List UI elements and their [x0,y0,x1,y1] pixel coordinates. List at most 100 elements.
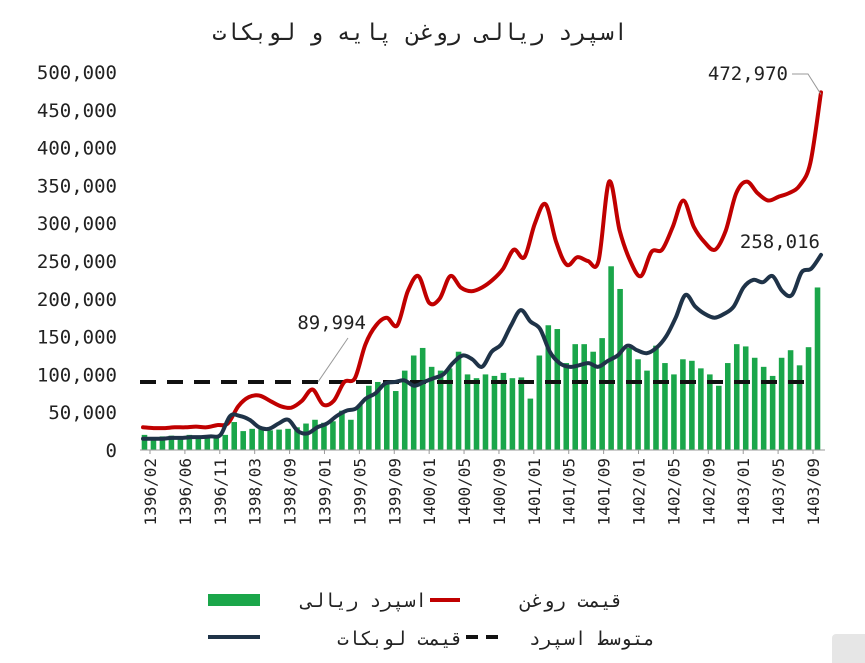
spread-bar [267,430,273,450]
spread-bar [410,355,417,450]
spread-bar [617,288,623,450]
spread-bar [527,398,534,450]
spread-bar [177,436,184,450]
spread-bar [742,346,749,450]
annotations: 472,970 258,016 89,994 [297,63,822,383]
spread-bar [554,329,561,450]
spread-bar [249,428,255,450]
y-tick-label: 250,000 [37,251,117,273]
spread-bar [195,436,202,450]
y-tick-label: 350,000 [37,175,117,197]
spread-bar [159,436,166,450]
spread-bar [231,422,238,450]
spread-bar [186,434,193,450]
spread-bar [258,427,264,450]
y-tick-label: 500,000 [37,62,117,84]
spread-bar [626,347,632,450]
spread-bar [671,374,677,450]
corner-widget [832,634,865,663]
x-tick-label: 1396/11 [211,458,230,525]
y-tick-label: 50,000 [48,402,117,424]
x-tick-label: 1403/09 [804,458,823,525]
spread-bar [330,421,336,450]
x-tick-label: 1402/05 [664,458,683,525]
lubecut-price-last-label: 258,016 [740,231,820,253]
average-spread-leader-line [317,337,349,383]
spread-bar [473,378,480,450]
x-tick-label: 1399/01 [315,458,334,525]
line-series [140,90,823,441]
x-tick-label: 1399/09 [385,458,404,525]
spread-bar [707,374,713,450]
x-tick-label: 1400/01 [420,458,439,525]
spread-bar [680,359,686,450]
x-tick-label: 1402/09 [699,458,718,525]
spread-bar [599,338,605,450]
spread-bar [482,374,489,450]
x-tick-label: 1399/05 [350,458,369,525]
legend-spread-label: اسپرد ریالی [299,590,427,612]
x-axis-ticks: 1396/02 1396/06 1396/11 1398/03 1398/09 1399/… [141,450,823,525]
legend-oil-label: قیمت روغن [519,590,623,612]
spread-bar [222,434,229,450]
spread-bar [644,370,650,450]
spread-bar [464,374,471,450]
legend-lubecut-label: قیمت لوبکات [337,628,463,650]
oil-price-last-label: 472,970 [708,63,788,85]
spread-bar [437,370,444,450]
spread-bar [294,427,300,450]
spread-bar [491,375,498,450]
spread-bar [213,435,220,450]
y-tick-label: 450,000 [37,100,117,122]
x-tick-label: 1398/03 [246,458,265,525]
spread-bar [348,419,354,450]
x-tick-label: 1401/05 [560,458,579,525]
spread-bar [204,437,211,450]
y-tick-label: 300,000 [37,213,117,235]
lubecut-price-line [141,252,823,441]
average-spread-label: 89,994 [297,312,366,334]
spread-bar [545,325,552,450]
spread-bar [401,370,408,450]
spread-bar [653,345,659,450]
spread-bar [383,383,390,450]
chart-title: اسپرد ریالی روغن پایه و لوبکات [212,20,627,46]
y-tick-label: 0 [106,440,117,462]
y-tick-label: 400,000 [37,138,117,160]
bar-series-spread [141,266,821,450]
spread-bar [366,385,372,450]
x-tick-label: 1400/05 [455,458,474,525]
spread-bar [321,422,327,450]
x-tick-label: 1403/01 [734,458,753,525]
spread-bar [536,355,543,450]
spread-bar [357,404,363,450]
spread-bar [581,344,587,450]
spread-bar [796,365,803,450]
spread-bar [689,360,695,450]
spread-bar [168,435,175,450]
x-tick-label: 1402/01 [630,458,649,525]
spread-bar [572,344,579,450]
spread-bar [760,366,767,450]
spread-bar [500,372,507,450]
spread-bar [240,431,246,450]
spread-bar [509,378,516,450]
spread-bar [141,434,148,450]
spread-bar [285,428,291,450]
y-tick-label: 100,000 [37,364,117,386]
spread-bar [150,437,157,450]
spread-bar [769,375,776,450]
spread-bar [312,419,318,450]
spread-bar [590,351,596,450]
spread-bar [724,363,731,450]
spread-bar [698,368,704,450]
x-tick-label: 1396/02 [141,458,160,525]
spread-bar [814,287,821,450]
spread-bar [518,377,525,450]
spread-bar [751,357,758,450]
x-tick-label: 1401/09 [595,458,614,525]
legend: قیمت روغن اسپرد ریالی متوسط اسپرد قیمت لوبک… [208,590,654,650]
spread-bar [563,363,570,450]
x-tick-label: 1396/06 [176,458,195,525]
